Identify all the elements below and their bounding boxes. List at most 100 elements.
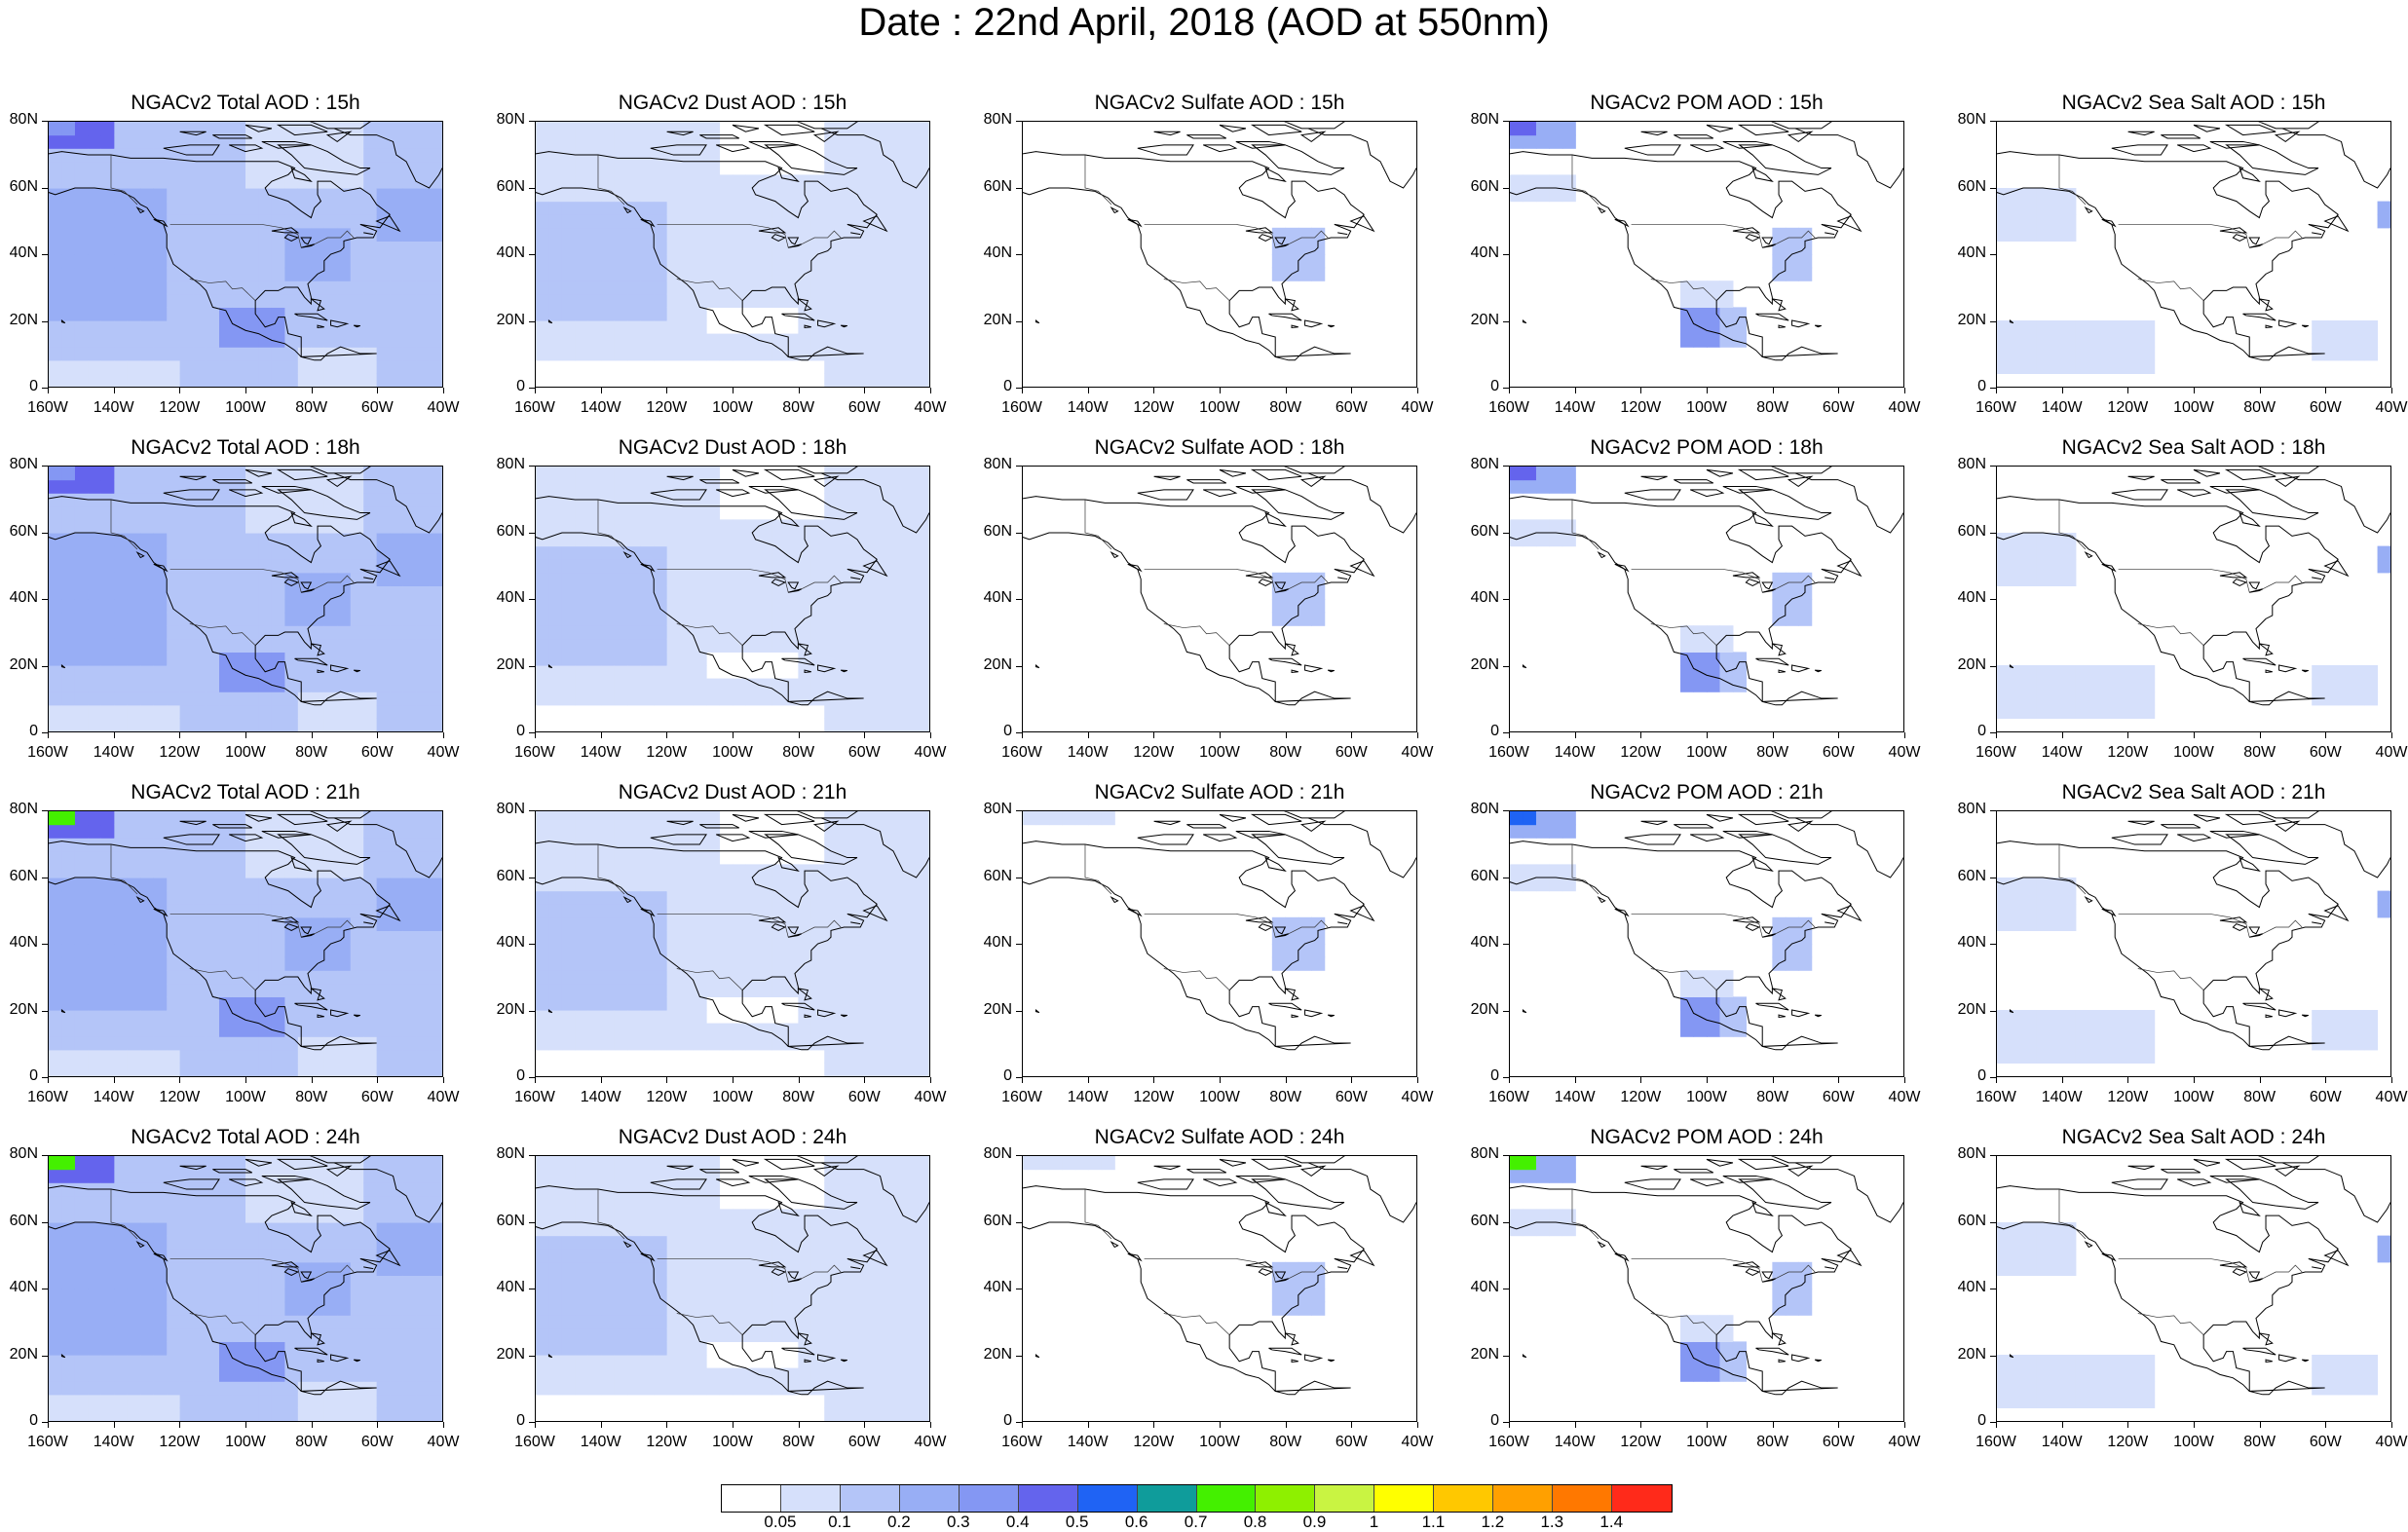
aod-cell bbox=[588, 1289, 602, 1302]
aod-cell bbox=[101, 639, 115, 653]
aod-cell bbox=[1733, 307, 1747, 320]
aod-cell bbox=[154, 373, 168, 387]
lat-tick-label: 0 bbox=[1928, 723, 1986, 740]
aod-cell bbox=[838, 480, 851, 494]
aod-cell bbox=[337, 1236, 351, 1250]
aod-cell bbox=[2102, 360, 2116, 374]
aod-cell bbox=[1719, 652, 1733, 665]
aod-cell bbox=[49, 930, 62, 944]
aod-cell bbox=[548, 241, 562, 254]
aod-cell bbox=[548, 480, 562, 494]
aod-cell bbox=[890, 546, 904, 560]
aod-cell bbox=[562, 1024, 576, 1037]
aod-cell bbox=[207, 1010, 220, 1024]
aod-cell bbox=[759, 957, 772, 971]
aod-cell bbox=[667, 585, 681, 599]
aod-cell bbox=[351, 174, 364, 188]
aod-cell bbox=[207, 1407, 220, 1421]
aod-cell bbox=[258, 891, 272, 905]
aod-cell bbox=[311, 373, 324, 387]
aod-cell bbox=[140, 268, 154, 281]
aod-cell bbox=[745, 944, 759, 957]
aod-cell bbox=[771, 864, 785, 878]
aod-cell bbox=[2141, 334, 2155, 348]
aod-cell bbox=[615, 625, 628, 639]
lon-tick-label: 120W bbox=[1611, 399, 1670, 417]
aod-cell bbox=[193, 1050, 207, 1064]
lon-tick-label: 80W bbox=[770, 744, 828, 762]
aod-cell bbox=[61, 599, 75, 613]
aod-cell bbox=[903, 625, 917, 639]
aod-cell bbox=[390, 1222, 403, 1236]
aod-cell bbox=[390, 1328, 403, 1342]
aod-cell bbox=[258, 613, 272, 626]
aod-cell bbox=[430, 970, 442, 984]
aod-cell bbox=[363, 1315, 377, 1328]
aod-cell bbox=[903, 904, 917, 917]
aod-cell bbox=[562, 1315, 576, 1328]
aod-cell bbox=[733, 957, 746, 971]
aod-cell bbox=[615, 1196, 628, 1210]
aod-cell bbox=[233, 519, 246, 533]
aod-cell bbox=[49, 148, 62, 162]
aod-cell bbox=[207, 691, 220, 705]
aod-cell bbox=[167, 307, 180, 320]
aod-cell bbox=[61, 135, 75, 149]
aod-cell bbox=[245, 652, 259, 665]
aod-cell bbox=[877, 984, 890, 997]
lon-tick bbox=[377, 732, 378, 738]
aod-cell bbox=[219, 1036, 233, 1050]
aod-cell bbox=[903, 202, 917, 215]
aod-cell bbox=[324, 679, 338, 692]
aod-cell bbox=[154, 480, 168, 494]
aod-cell bbox=[101, 1381, 115, 1395]
aod-cell bbox=[877, 625, 890, 639]
aod-cell bbox=[75, 1355, 89, 1368]
aod-cell bbox=[101, 944, 115, 957]
aod-cell bbox=[193, 851, 207, 865]
lon-tick bbox=[1640, 388, 1641, 393]
aod-cell bbox=[363, 1407, 377, 1421]
aod-cell bbox=[390, 599, 403, 613]
aod-cell bbox=[838, 519, 851, 533]
aod-cell bbox=[219, 1302, 233, 1316]
aod-cell bbox=[430, 1024, 442, 1037]
aod-cell bbox=[167, 162, 180, 175]
aod-cell bbox=[667, 930, 681, 944]
aod-cell bbox=[207, 705, 220, 719]
aod-cell bbox=[601, 1249, 615, 1262]
aod-cell bbox=[575, 957, 588, 971]
aod-cell bbox=[207, 1236, 220, 1250]
aod-cell bbox=[562, 904, 576, 917]
aod-cell bbox=[284, 957, 298, 971]
aod-cell bbox=[324, 1063, 338, 1076]
aod-cell bbox=[824, 214, 838, 228]
aod-cell bbox=[627, 984, 641, 997]
aod-cell bbox=[430, 559, 442, 573]
aod-cell bbox=[601, 864, 615, 878]
aod-cell bbox=[88, 1170, 101, 1183]
aod-cell bbox=[324, 148, 338, 162]
aod-cell bbox=[680, 691, 694, 705]
lat-tick-label: 60N bbox=[0, 178, 38, 196]
aod-cell bbox=[562, 984, 576, 997]
aod-cell bbox=[601, 268, 615, 281]
aod-cell bbox=[680, 944, 694, 957]
aod-cell bbox=[615, 930, 628, 944]
aod-cell bbox=[324, 1368, 338, 1382]
lat-tick-label: 20N bbox=[467, 656, 525, 674]
aod-cell bbox=[706, 639, 720, 653]
aod-cell bbox=[430, 493, 442, 506]
aod-cell bbox=[588, 679, 602, 692]
aod-cell bbox=[771, 944, 785, 957]
aod-cell bbox=[128, 573, 141, 586]
aod-cell bbox=[245, 214, 259, 228]
aod-cell bbox=[615, 254, 628, 268]
aod-cell bbox=[377, 652, 391, 665]
aod-cell bbox=[49, 307, 62, 320]
aod-cell bbox=[680, 228, 694, 242]
aod-cell bbox=[390, 1315, 403, 1328]
aod-cell bbox=[798, 944, 811, 957]
aod-cell bbox=[720, 294, 734, 308]
aod-cell bbox=[193, 559, 207, 573]
